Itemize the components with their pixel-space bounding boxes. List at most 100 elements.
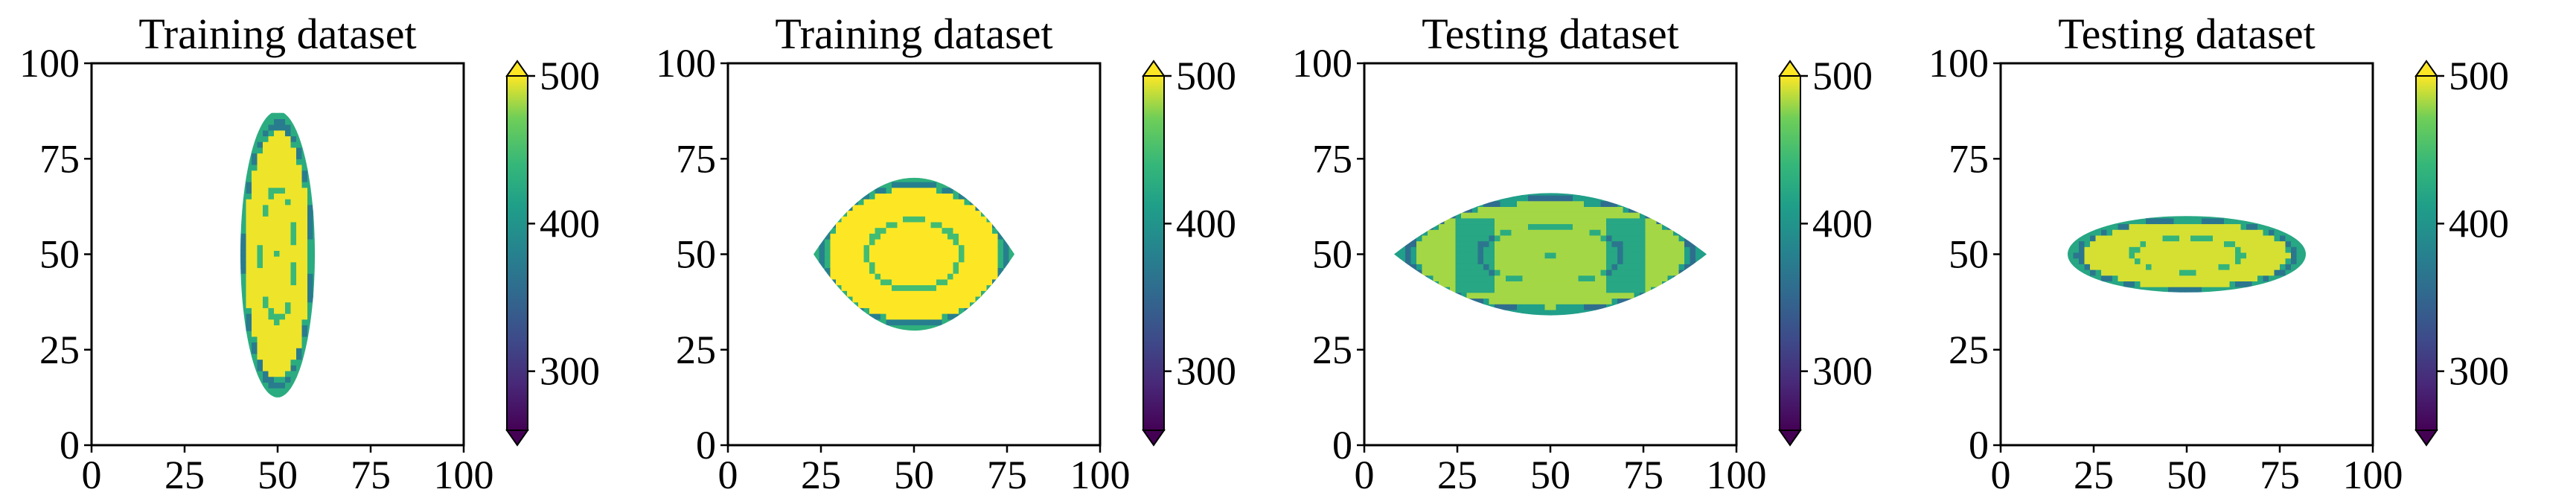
heat-cell [279, 336, 286, 343]
heat-cell [903, 267, 910, 274]
heat-cell [2168, 217, 2175, 225]
heat-cell [986, 256, 993, 263]
heat-cell [1003, 284, 1010, 291]
heat-cell [274, 359, 281, 366]
heat-cell [1595, 223, 1602, 230]
heat-cell [1573, 281, 1579, 287]
heat-cell [942, 296, 948, 303]
heat-cell [1656, 229, 1663, 236]
heat-cell [1433, 223, 1439, 230]
heat-cell [240, 238, 247, 246]
heat-cell [1584, 206, 1591, 213]
heat-cell [1573, 264, 1579, 270]
heat-cell [1511, 234, 1518, 242]
heat-cell [2073, 264, 2080, 270]
heat-cell [936, 250, 943, 257]
heat-cell [1611, 292, 1618, 299]
heat-cell [1517, 275, 1524, 282]
heat-cell [2112, 234, 2119, 242]
heat-cell [1416, 240, 1423, 247]
heat-cell [953, 233, 959, 240]
heat-cell [919, 204, 926, 211]
heat-cell [268, 233, 275, 240]
heat-cell [2251, 287, 2258, 293]
heat-cell [847, 278, 854, 286]
heat-cell [285, 187, 292, 194]
heat-cell [2068, 246, 2074, 253]
heat-cell [1009, 244, 1014, 251]
heat-cell [2190, 216, 2197, 219]
heat-cell [1634, 212, 1640, 219]
heat-cell [825, 273, 831, 280]
heat-cell [2213, 269, 2219, 276]
heat-cell [1556, 275, 1562, 282]
heat-cell [268, 267, 275, 274]
heat-cell [897, 307, 904, 314]
heat-cell [246, 376, 252, 383]
x-tick-label: 75 [351, 453, 391, 497]
heat-cell [2190, 223, 2197, 230]
heat-cell [1466, 234, 1473, 242]
heat-cell [2095, 234, 2102, 242]
heat-cell [1595, 252, 1602, 259]
heat-cell [1399, 281, 1406, 287]
heat-cell [852, 325, 859, 331]
heat-cell [1634, 193, 1640, 196]
heat-cell [1511, 269, 1518, 276]
heat-cell [830, 313, 837, 320]
heat-cell [2135, 287, 2141, 293]
heat-cell [819, 182, 825, 188]
heat-cell [268, 124, 275, 131]
heat-cell [252, 221, 258, 229]
heat-cell [858, 182, 865, 188]
heat-cell [240, 319, 247, 326]
heat-cell [2084, 269, 2091, 276]
heat-cell [301, 267, 308, 274]
heat-cell [959, 325, 965, 331]
heat-cell [897, 261, 904, 269]
heat-cell [836, 233, 843, 240]
heat-cell [992, 261, 999, 269]
heat-cell [2269, 229, 2275, 236]
heat-cell [1439, 229, 1445, 236]
heat-cell [246, 319, 252, 326]
heat-cell [1461, 193, 1468, 196]
heat-cell [2168, 275, 2175, 282]
heat-cell [2179, 269, 2186, 276]
heat-cell [1433, 194, 1439, 202]
heat-cell [2202, 264, 2208, 270]
heat-cell [819, 177, 825, 182]
heat-cell [975, 221, 982, 229]
heat-cell [892, 313, 898, 320]
heat-cell [1690, 252, 1696, 259]
heat-cell [285, 199, 292, 205]
heat-cell [1003, 221, 1010, 229]
heat-cell [1472, 194, 1479, 202]
heat-cell [903, 216, 910, 223]
heat-cell [1667, 281, 1674, 287]
heat-cell [1606, 304, 1613, 310]
heat-cell [953, 307, 959, 314]
heat-cell [930, 221, 937, 229]
heat-cell [1684, 200, 1691, 207]
heat-cell [2095, 216, 2102, 219]
heat-cell [2173, 269, 2180, 276]
heat-cell [1489, 223, 1495, 230]
heat-cell [252, 141, 258, 148]
heat-cell [296, 267, 303, 274]
heat-cell [847, 250, 854, 257]
heat-cell [1673, 234, 1680, 242]
heat-cell [852, 273, 859, 280]
heat-cell [313, 359, 315, 366]
heat-cell [1528, 223, 1535, 230]
heat-cell [1003, 267, 1010, 274]
heat-cell [1634, 298, 1640, 304]
heat-cell [274, 176, 281, 182]
heat-cell [2179, 258, 2186, 264]
heat-cell [1595, 240, 1602, 247]
heat-cell [2291, 252, 2298, 259]
heat-cell [1662, 200, 1669, 207]
heat-cell [1483, 252, 1490, 259]
heat-cell [1500, 206, 1506, 213]
heat-cell [852, 216, 859, 223]
